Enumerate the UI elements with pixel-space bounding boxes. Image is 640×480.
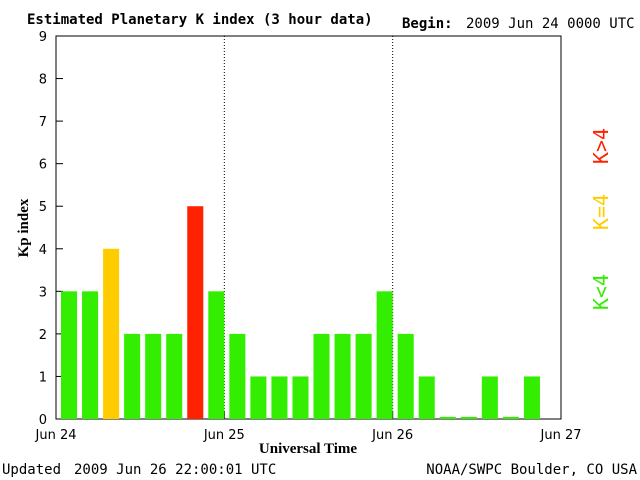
y-tick-label: 4 bbox=[39, 243, 47, 258]
kp-bar bbox=[103, 248, 120, 419]
plot-area: 0 1 2 3 4 5 6 7 8 9 Jun 24 Jun 25 Jun 26 Jun 27 bbox=[35, 30, 582, 443]
kp-bar bbox=[124, 333, 141, 419]
y-tick-label: 0 bbox=[39, 413, 47, 428]
x-tick-label: Jun 25 bbox=[203, 428, 245, 443]
kp-bar bbox=[397, 333, 414, 419]
y-tick-label: 2 bbox=[39, 328, 47, 343]
x-tick-label: Jun 27 bbox=[540, 428, 582, 443]
y-tick-label: 8 bbox=[39, 73, 47, 88]
x-tick-label: Jun 24 bbox=[35, 428, 77, 443]
y-tick-label: 7 bbox=[39, 115, 47, 130]
updated-label: Updated bbox=[2, 462, 61, 478]
kp-bar bbox=[61, 291, 78, 419]
kp-bar bbox=[229, 333, 246, 419]
kp-bar bbox=[439, 416, 456, 419]
kp-bar bbox=[334, 333, 351, 419]
y-tick-label: 1 bbox=[39, 370, 47, 385]
kp-bar bbox=[208, 291, 225, 419]
legend-item: K=4 bbox=[589, 194, 613, 230]
kp-bar bbox=[376, 291, 393, 419]
y-axis-label: Kp index bbox=[16, 198, 32, 257]
source-credit: NOAA/SWPC Boulder, CO USA bbox=[426, 462, 637, 478]
kp-bar bbox=[82, 291, 99, 419]
kp-bar bbox=[313, 333, 330, 419]
kp-bar bbox=[355, 333, 372, 419]
kp-bar bbox=[502, 416, 519, 419]
kp-bar bbox=[460, 416, 477, 419]
kp-bar bbox=[523, 376, 540, 419]
y-tick-label: 3 bbox=[39, 285, 47, 300]
y-tick-label: 9 bbox=[39, 30, 47, 45]
chart-title: Estimated Planetary K index (3 hour data… bbox=[27, 12, 373, 28]
legend-item: K>4 bbox=[589, 128, 613, 164]
y-tick-label: 5 bbox=[39, 200, 47, 215]
kp-bar bbox=[481, 376, 498, 419]
kp-bar bbox=[166, 333, 183, 419]
kp-bar bbox=[250, 376, 267, 419]
kp-bar bbox=[292, 376, 309, 419]
kp-bar bbox=[145, 333, 162, 419]
kp-bar bbox=[271, 376, 288, 419]
legend-item: K<4 bbox=[589, 274, 613, 310]
legend: K<4 K=4 K>4 bbox=[589, 128, 613, 310]
y-tick-label: 6 bbox=[39, 158, 47, 173]
x-tick-label: Jun 26 bbox=[371, 428, 413, 443]
kp-bar bbox=[418, 376, 435, 419]
x-axis-label: Universal Time bbox=[259, 441, 358, 457]
begin-label: Begin: bbox=[402, 16, 453, 32]
updated-value: 2009 Jun 26 22:00:01 UTC bbox=[74, 462, 276, 478]
kp-bar bbox=[187, 206, 204, 419]
begin-value: 2009 Jun 24 0000 UTC bbox=[466, 16, 635, 32]
